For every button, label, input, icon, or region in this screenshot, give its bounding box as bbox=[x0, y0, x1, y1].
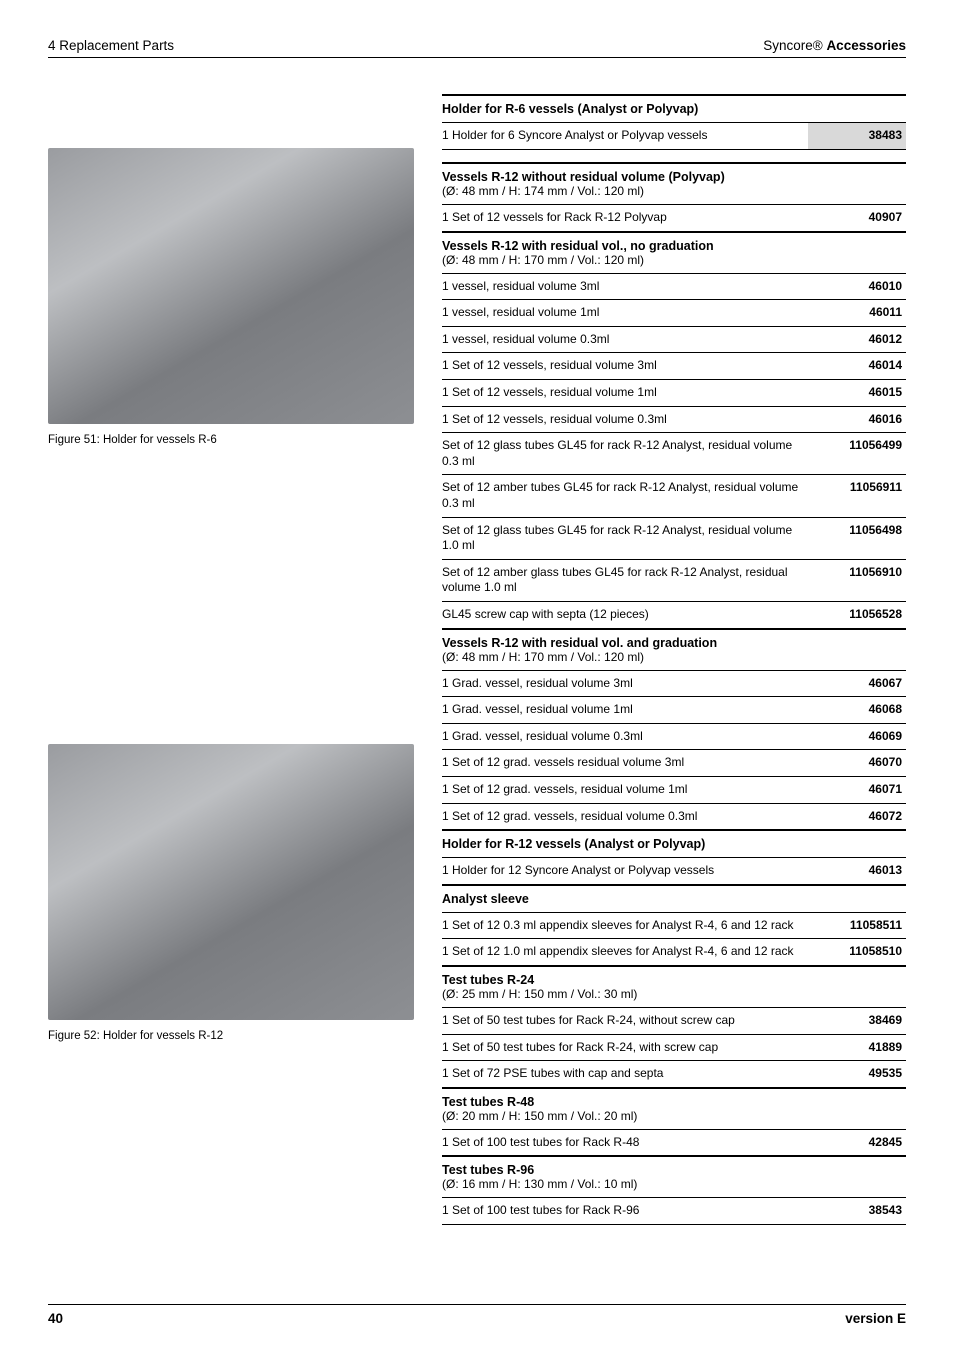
part-description: 1 Set of 12 vessels for Rack R-12 Polyva… bbox=[442, 205, 808, 232]
part-code: 11056499 bbox=[808, 433, 906, 475]
section-header: Vessels R-12 without residual volume (Po… bbox=[442, 163, 906, 205]
section-subtitle: (Ø: 48 mm / H: 170 mm / Vol.: 120 ml) bbox=[442, 650, 906, 664]
part-code: 42845 bbox=[808, 1129, 906, 1156]
section-title: Vessels R-12 with residual vol., no grad… bbox=[442, 239, 906, 253]
part-description: 1 Grad. vessel, residual volume 0.3ml bbox=[442, 723, 808, 750]
part-description: 1 Set of 12 grad. vessels, residual volu… bbox=[442, 803, 808, 830]
page-footer: 40 version E bbox=[48, 1304, 906, 1326]
part-description: 1 vessel, residual volume 3ml bbox=[442, 273, 808, 300]
section-header: Holder for R-12 vessels (Analyst or Poly… bbox=[442, 830, 906, 858]
parts-table: Holder for R-6 vessels (Analyst or Polyv… bbox=[442, 94, 906, 1225]
figure-51-caption: Figure 51: Holder for vessels R-6 bbox=[48, 434, 414, 446]
section-header: Test tubes R-96(Ø: 16 mm / H: 130 mm / V… bbox=[442, 1156, 906, 1198]
part-code: 46072 bbox=[808, 803, 906, 830]
section-header: Vessels R-12 with residual vol., no grad… bbox=[442, 232, 906, 274]
part-code: 46070 bbox=[808, 750, 906, 777]
part-code: 11056528 bbox=[808, 602, 906, 629]
part-description: 1 Set of 100 test tubes for Rack R-48 bbox=[442, 1129, 808, 1156]
part-description: 1 Holder for 12 Syncore Analyst or Polyv… bbox=[442, 858, 808, 885]
header-right: Syncore® Accessories bbox=[763, 38, 906, 53]
part-description: 1 Set of 50 test tubes for Rack R-24, wi… bbox=[442, 1034, 808, 1061]
part-code: 46010 bbox=[808, 273, 906, 300]
right-column: Holder for R-6 vessels (Analyst or Polyv… bbox=[442, 94, 906, 1225]
section-title: Vessels R-12 without residual volume (Po… bbox=[442, 170, 906, 184]
part-description: Set of 12 amber tubes GL45 for rack R-12… bbox=[442, 475, 808, 517]
figure-51-image bbox=[48, 148, 414, 424]
part-description: 1 Set of 50 test tubes for Rack R-24, wi… bbox=[442, 1007, 808, 1034]
part-description: 1 Set of 12 vessels, residual volume 3ml bbox=[442, 353, 808, 380]
part-code: 46069 bbox=[808, 723, 906, 750]
page-number: 40 bbox=[48, 1311, 63, 1326]
section-header: Test tubes R-24(Ø: 25 mm / H: 150 mm / V… bbox=[442, 966, 906, 1008]
part-code: 46011 bbox=[808, 300, 906, 327]
part-description: 1 Grad. vessel, residual volume 1ml bbox=[442, 697, 808, 724]
part-code: 11056910 bbox=[808, 559, 906, 601]
section-subtitle: (Ø: 25 mm / H: 150 mm / Vol.: 30 ml) bbox=[442, 987, 906, 1001]
left-column: Figure 51: Holder for vessels R-6 Figure… bbox=[48, 94, 414, 1225]
part-code: 49535 bbox=[808, 1061, 906, 1088]
part-description: 1 vessel, residual volume 0.3ml bbox=[442, 326, 808, 353]
part-code: 46012 bbox=[808, 326, 906, 353]
part-code: 11058510 bbox=[808, 939, 906, 966]
part-description: 1 Set of 12 grad. vessels residual volum… bbox=[442, 750, 808, 777]
part-code: 46016 bbox=[808, 406, 906, 433]
section-title: Holder for R-6 vessels (Analyst or Polyv… bbox=[442, 102, 906, 116]
part-code: 46067 bbox=[808, 670, 906, 697]
part-code: 38469 bbox=[808, 1007, 906, 1034]
section-title: Vessels R-12 with residual vol. and grad… bbox=[442, 636, 906, 650]
part-code: 41889 bbox=[808, 1034, 906, 1061]
section-title: Test tubes R-48 bbox=[442, 1095, 906, 1109]
part-description: 1 Set of 12 0.3 ml appendix sleeves for … bbox=[442, 912, 808, 939]
version-label: version E bbox=[845, 1311, 906, 1326]
section-subtitle: (Ø: 20 mm / H: 150 mm / Vol.: 20 ml) bbox=[442, 1109, 906, 1123]
section-header: Analyst sleeve bbox=[442, 885, 906, 913]
section-header: Holder for R-6 vessels (Analyst or Polyv… bbox=[442, 95, 906, 123]
section-title: Test tubes R-24 bbox=[442, 973, 906, 987]
section-header: Vessels R-12 with residual vol. and grad… bbox=[442, 629, 906, 671]
section-header: Test tubes R-48(Ø: 20 mm / H: 150 mm / V… bbox=[442, 1088, 906, 1130]
figure-52-image bbox=[48, 744, 414, 1020]
part-code: 40907 bbox=[808, 205, 906, 232]
part-code: 46014 bbox=[808, 353, 906, 380]
part-code: 46071 bbox=[808, 776, 906, 803]
part-description: 1 Set of 12 grad. vessels, residual volu… bbox=[442, 776, 808, 803]
part-description: 1 vessel, residual volume 1ml bbox=[442, 300, 808, 327]
part-code: 38483 bbox=[808, 123, 906, 150]
section-subtitle: (Ø: 16 mm / H: 130 mm / Vol.: 10 ml) bbox=[442, 1177, 906, 1191]
section-title: Test tubes R-96 bbox=[442, 1163, 906, 1177]
part-description: 1 Set of 72 PSE tubes with cap and septa bbox=[442, 1061, 808, 1088]
part-description: GL45 screw cap with septa (12 pieces) bbox=[442, 602, 808, 629]
section-subtitle: (Ø: 48 mm / H: 170 mm / Vol.: 120 ml) bbox=[442, 253, 906, 267]
section-title: Holder for R-12 vessels (Analyst or Poly… bbox=[442, 837, 906, 851]
part-description: 1 Set of 12 1.0 ml appendix sleeves for … bbox=[442, 939, 808, 966]
part-code: 38543 bbox=[808, 1198, 906, 1225]
part-description: 1 Set of 12 vessels, residual volume 0.3… bbox=[442, 406, 808, 433]
page-header: 4 Replacement Parts Syncore® Accessories bbox=[48, 38, 906, 58]
header-left: 4 Replacement Parts bbox=[48, 38, 174, 53]
figure-52-caption: Figure 52: Holder for vessels R-12 bbox=[48, 1030, 414, 1042]
part-description: 1 Holder for 6 Syncore Analyst or Polyva… bbox=[442, 123, 808, 150]
part-code: 11056498 bbox=[808, 517, 906, 559]
part-description: 1 Set of 12 vessels, residual volume 1ml bbox=[442, 380, 808, 407]
part-code: 46015 bbox=[808, 380, 906, 407]
part-code: 11058511 bbox=[808, 912, 906, 939]
part-code: 46013 bbox=[808, 858, 906, 885]
section-title: Analyst sleeve bbox=[442, 892, 906, 906]
part-code: 11056911 bbox=[808, 475, 906, 517]
part-code: 46068 bbox=[808, 697, 906, 724]
part-description: Set of 12 amber glass tubes GL45 for rac… bbox=[442, 559, 808, 601]
part-description: 1 Grad. vessel, residual volume 3ml bbox=[442, 670, 808, 697]
part-description: 1 Set of 100 test tubes for Rack R-96 bbox=[442, 1198, 808, 1225]
section-subtitle: (Ø: 48 mm / H: 174 mm / Vol.: 120 ml) bbox=[442, 184, 906, 198]
part-description: Set of 12 glass tubes GL45 for rack R-12… bbox=[442, 517, 808, 559]
part-description: Set of 12 glass tubes GL45 for rack R-12… bbox=[442, 433, 808, 475]
content-area: Figure 51: Holder for vessels R-6 Figure… bbox=[48, 94, 906, 1225]
